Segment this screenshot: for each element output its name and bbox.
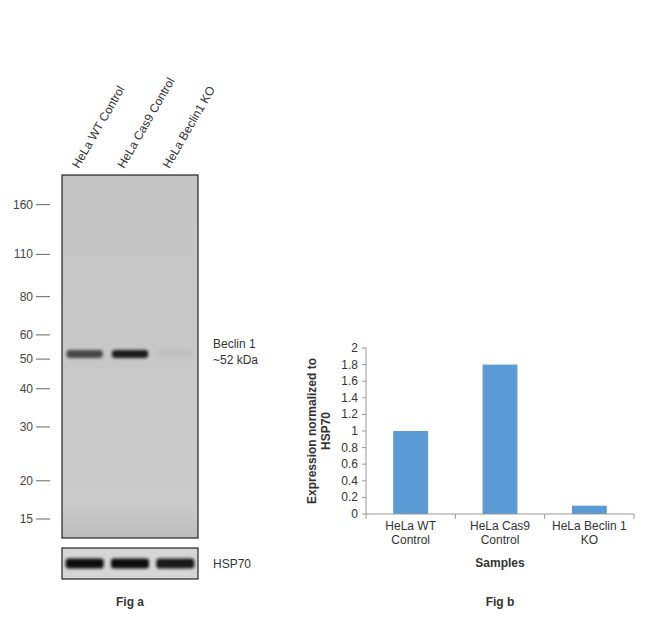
y-tick-label: 1 xyxy=(351,424,358,438)
x-tick xyxy=(455,514,456,519)
y-tick xyxy=(362,431,366,432)
y-tick-label: 0.6 xyxy=(341,457,358,471)
marker-label: 40 xyxy=(20,382,34,396)
label-line: HSP70 xyxy=(319,412,333,450)
x-tick-label: HeLa Beclin 1KO xyxy=(552,519,627,547)
marker-tick xyxy=(36,388,50,389)
marker-tick xyxy=(36,426,50,427)
marker-label: 160 xyxy=(13,198,33,212)
x-axis xyxy=(366,514,634,515)
marker-label: 110 xyxy=(14,247,33,261)
y-tick-label: 0.2 xyxy=(341,490,358,504)
blot-bands xyxy=(67,350,194,358)
label-line: HeLa Cas9 xyxy=(470,519,530,533)
x-tick-label: HeLa Cas9Control xyxy=(470,519,530,547)
y-tick xyxy=(362,497,366,498)
blot-membrane xyxy=(62,175,198,538)
marker-label: 50 xyxy=(20,352,34,366)
label-line: Control xyxy=(481,533,520,547)
x-tick xyxy=(634,514,635,519)
band xyxy=(157,350,193,358)
band-label: Beclin 1 xyxy=(213,337,256,351)
x-tick xyxy=(544,514,545,519)
loading-band xyxy=(156,559,194,569)
marker-label: 80 xyxy=(20,290,34,304)
label-line: HeLa Beclin 1 xyxy=(552,519,627,533)
label-line: HeLa WT xyxy=(385,519,436,533)
marker-tick xyxy=(36,359,50,360)
marker-label: 15 xyxy=(20,512,34,526)
y-tick xyxy=(362,381,366,382)
y-tick xyxy=(362,447,366,448)
label-line: KO xyxy=(581,533,598,547)
x-tick xyxy=(366,514,367,519)
y-tick-label: 1.6 xyxy=(341,374,358,388)
marker-tick xyxy=(36,480,50,481)
marker-tick xyxy=(36,296,50,297)
marker-tick xyxy=(36,254,50,255)
figure: Beclin 1~52 kDa16011080605040302015HeLa … xyxy=(0,0,650,617)
caption: Fig b xyxy=(486,595,515,609)
y-tick-label: 1.4 xyxy=(341,391,358,405)
y-tick xyxy=(362,364,366,365)
x-axis-title: Samples xyxy=(475,556,525,570)
loading-strip xyxy=(62,548,198,579)
marker-label: 20 xyxy=(20,474,34,488)
marker-tick xyxy=(36,204,50,205)
y-axis xyxy=(366,348,367,514)
marker-tick xyxy=(36,334,50,335)
band xyxy=(67,350,103,358)
y-tick xyxy=(362,348,366,349)
y-tick-label: 0 xyxy=(351,507,358,521)
y-tick xyxy=(362,414,366,415)
band xyxy=(112,350,148,358)
lane-label: HeLa Beclin1 KO xyxy=(160,84,218,171)
bars xyxy=(393,365,607,514)
y-tick xyxy=(362,514,366,515)
marker-label: 60 xyxy=(20,328,34,342)
y-tick-label: 2 xyxy=(351,341,358,355)
y-tick xyxy=(362,397,366,398)
label-line: Expression normalized to xyxy=(305,358,319,504)
y-tick-label: 0.8 xyxy=(341,441,358,455)
marker-tick xyxy=(36,518,50,519)
y-axis-title: Expression normalized toHSP70 xyxy=(305,358,333,504)
y-tick-label: 0.4 xyxy=(341,474,358,488)
band-size-label: ~52 kDa xyxy=(213,353,258,367)
loading-band xyxy=(66,559,104,569)
bar xyxy=(393,431,428,514)
bar xyxy=(572,506,607,514)
loading-band xyxy=(111,559,149,569)
caption: Fig a xyxy=(116,595,144,609)
label-line: Control xyxy=(391,533,430,547)
y-tick xyxy=(362,480,366,481)
x-tick-label: HeLa WTControl xyxy=(385,519,436,547)
y-tick xyxy=(362,464,366,465)
y-tick-label: 1.2 xyxy=(341,407,358,421)
marker-label: 30 xyxy=(20,420,34,434)
loading-label: HSP70 xyxy=(213,557,251,571)
bar xyxy=(483,365,518,514)
y-tick-label: 1.8 xyxy=(341,358,358,372)
